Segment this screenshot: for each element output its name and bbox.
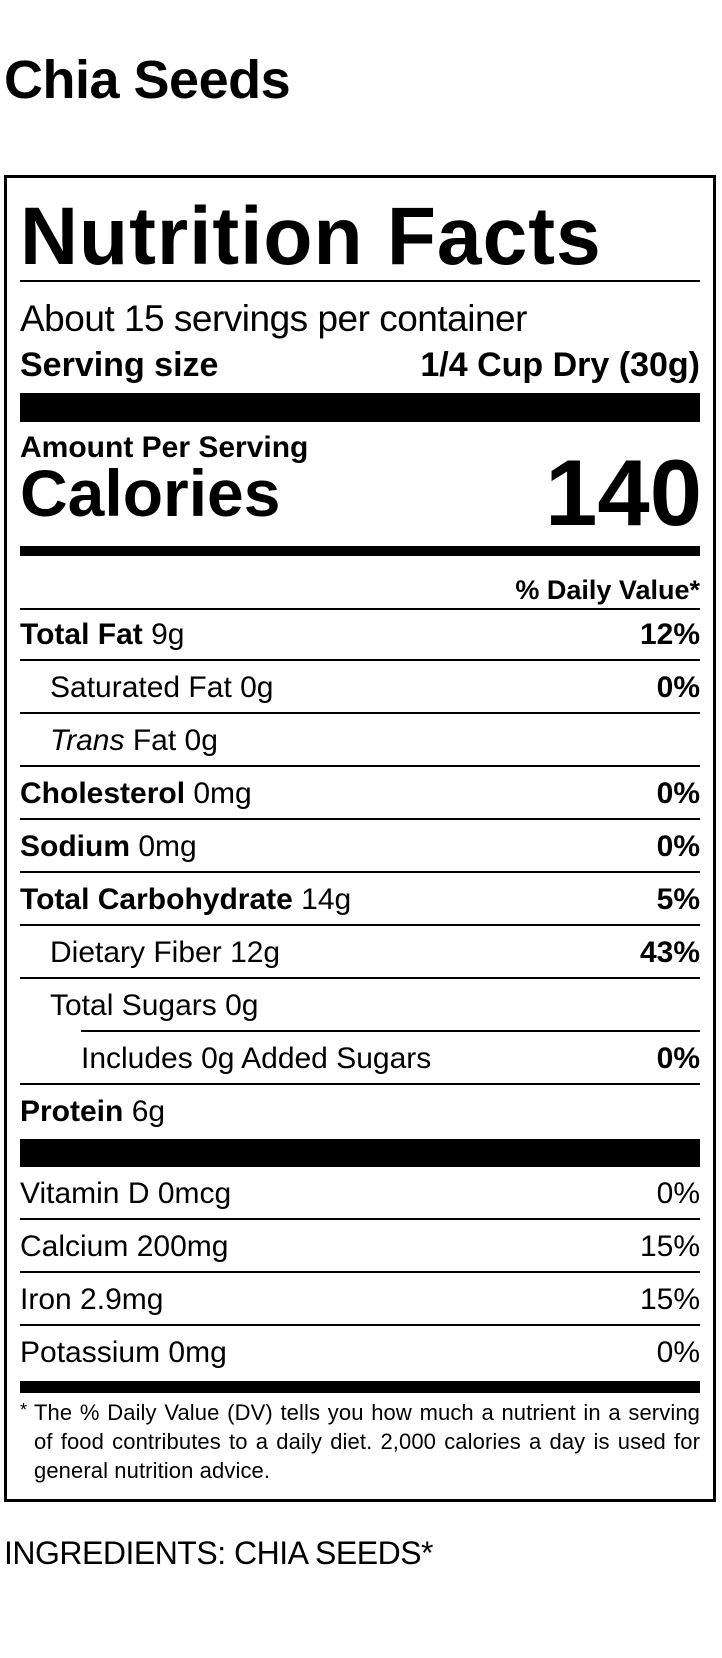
nutrient-name-suffix: Fat (132, 723, 177, 757)
nutrient-row-dietary-fiber: Dietary Fiber 12g 43% (20, 926, 700, 979)
thick-divider (20, 1139, 700, 1167)
serving-size-value: 1/4 Cup Dry (30g) (420, 346, 700, 384)
nutrient-row-total-carbohydrate: Total Carbohydrate 14g 5% (20, 873, 700, 926)
product-title: Chia Seeds (4, 50, 291, 110)
nutrient-amount: 0mg (193, 776, 252, 810)
vitamin-dv: 0% (656, 1176, 700, 1210)
vitamin-dv: 15% (639, 1282, 700, 1316)
nutrient-name: Dietary Fiber (50, 935, 222, 969)
nutrient-row-protein: Protein 6g (20, 1085, 700, 1138)
nutrient-dv: 5% (656, 882, 700, 916)
calories-value: 140 (545, 440, 702, 545)
divider (20, 280, 700, 282)
calories-label: Calories (20, 456, 281, 530)
vitamin-dv: 15% (639, 1229, 700, 1263)
nutrient-name: Cholesterol (20, 776, 186, 810)
vitamin-row-vitamin-d: Vitamin D 0mcg 0% (20, 1167, 700, 1220)
nutrient-dv: 0% (656, 670, 700, 704)
vitamin-dv: 0% (656, 1335, 700, 1369)
nutrient-amount: 14g (301, 882, 352, 916)
medium-divider (20, 546, 700, 556)
nutrient-amount: 0g (225, 988, 259, 1022)
vitamin-rows: Vitamin D 0mcg 0% Calcium 200mg 15% Iron… (20, 1167, 700, 1379)
nutrient-amount: 0g (240, 670, 274, 704)
nutrient-dv: 12% (639, 617, 700, 651)
daily-value-header: % Daily Value* (515, 575, 700, 605)
footnote-text: The % Daily Value (DV) tells you how muc… (34, 1400, 700, 1483)
footnote-mark: * (20, 1400, 28, 1420)
nutrient-dv: 0% (656, 1041, 700, 1075)
thick-divider (20, 393, 700, 422)
footnote: * The % Daily Value (DV) tells you how m… (20, 1398, 700, 1485)
amount-per-serving: Amount Per Serving (20, 431, 309, 464)
nutrient-row-total-sugars: Total Sugars 0g (20, 979, 700, 1032)
nutrient-dv: 0% (656, 776, 700, 810)
nutrient-row-total-fat: Total Fat 9g 12% (20, 608, 700, 661)
nutrient-amount: 6g (131, 1094, 166, 1128)
vitamin-amount: 200mg (136, 1229, 229, 1263)
medium-divider (20, 1381, 700, 1393)
vitamin-name: Calcium (20, 1229, 129, 1263)
serving-size-label: Serving size (20, 346, 219, 384)
divider (20, 608, 700, 610)
vitamin-row-potassium: Potassium 0mg 0% (20, 1326, 700, 1379)
ingredients: INGREDIENTS: CHIA SEEDS* (4, 1535, 433, 1571)
servings-per-container: About 15 servings per container (20, 298, 527, 339)
nutrient-dv: 0% (656, 829, 700, 863)
nutrient-name: Total Fat (20, 617, 143, 651)
vitamin-row-calcium: Calcium 200mg 15% (20, 1220, 700, 1273)
nutrient-row-cholesterol: Cholesterol 0mg 0% (20, 767, 700, 820)
vitamin-name: Iron (20, 1282, 72, 1316)
vitamin-name: Vitamin D (20, 1176, 150, 1210)
vitamin-amount: 0mg (168, 1335, 227, 1369)
nutrient-row-trans-fat: Trans Fat 0g (20, 714, 700, 767)
nutrient-name: Trans (50, 723, 125, 757)
nutrient-rows: Total Fat 9g 12% Saturated Fat 0g 0% Tra… (20, 608, 700, 1138)
nutrient-name: Includes 0g Added Sugars (81, 1041, 432, 1075)
nutrient-name: Saturated Fat (50, 670, 232, 704)
nutrition-facts-title: Nutrition Facts (20, 191, 602, 282)
vitamin-name: Potassium (20, 1335, 161, 1369)
vitamin-amount: 2.9mg (80, 1282, 164, 1316)
nutrient-row-saturated-fat: Saturated Fat 0g 0% (20, 661, 700, 714)
nutrient-amount: 9g (151, 617, 185, 651)
nutrient-name: Total Sugars (50, 988, 217, 1022)
nutrient-name: Sodium (20, 829, 130, 863)
nutrient-amount: 0g (184, 723, 218, 757)
serving-size: Serving size 1/4 Cup Dry (30g) (20, 345, 700, 385)
nutrient-dv: 43% (639, 935, 700, 969)
nutrient-name: Protein (20, 1094, 124, 1128)
nutrient-row-sodium: Sodium 0mg 0% (20, 820, 700, 873)
nutrition-facts-label: Nutrition Facts About 15 servings per co… (4, 175, 716, 1502)
vitamin-row-iron: Iron 2.9mg 15% (20, 1273, 700, 1326)
nutrient-amount: 0mg (138, 829, 197, 863)
vitamin-amount: 0mcg (157, 1176, 232, 1210)
nutrient-name: Total Carbohydrate (20, 882, 293, 916)
nutrient-row-added-sugars: Includes 0g Added Sugars 0% (20, 1032, 700, 1085)
nutrient-amount: 12g (230, 935, 281, 969)
